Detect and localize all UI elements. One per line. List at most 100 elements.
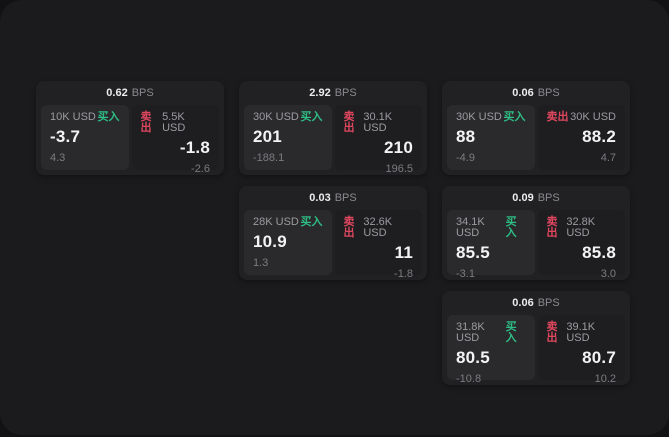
bps-unit-label: BPS: [334, 191, 357, 204]
buy-panel-header: 30K USD 买入: [456, 112, 526, 123]
buy-panel[interactable]: 28K USD 买入 10.9 1.3: [244, 210, 332, 275]
sell-side-label: 卖出: [140, 111, 152, 134]
sell-panel[interactable]: 卖出 5.5K USD -1.8 -2.6: [131, 105, 219, 174]
sell-panel[interactable]: 卖出 30.1K USD 210 196.5: [334, 105, 422, 174]
quote-card-body: 10K USD 买入 -3.7 4.3 卖出 5.5K USD -1.8 -2.…: [36, 105, 224, 174]
buy-price: 80.5: [456, 348, 490, 367]
sell-panel-header: 卖出 30.1K USD: [344, 112, 414, 134]
buy-panel[interactable]: 30K USD 买入 88 -4.9: [447, 105, 535, 170]
sell-sub-value: 10.2: [594, 372, 616, 385]
quote-card-body: 30K USD 买入 201 -188.1 卖出 30.1K USD 210 1…: [239, 105, 427, 174]
quote-card: 0.62 BPS 10K USD 买入 -3.7 4.3 卖出 5.5K USD…: [36, 81, 224, 175]
buy-panel[interactable]: 34.1K USD 买入 85.5 -3.1: [447, 210, 535, 279]
sell-notional: 30K USD: [570, 111, 616, 123]
buy-panel-header: 10K USD 买入: [50, 112, 120, 123]
sell-side-label: 卖出: [546, 111, 569, 123]
buy-notional: 28K USD: [253, 216, 299, 228]
quote-card-body: 31.8K USD 买入 80.5 -10.8 卖出 39.1K USD 80.…: [442, 315, 630, 384]
quote-card: 0.06 BPS 30K USD 买入 88 -4.9 卖出 30K USD 8…: [442, 81, 630, 175]
sell-sub-value: 4.7: [600, 151, 616, 164]
sell-price: 85.8: [582, 243, 616, 262]
quote-card-body: 28K USD 买入 10.9 1.3 卖出 32.6K USD 11 -1.8: [239, 210, 427, 279]
sell-notional: 5.5K USD: [162, 111, 186, 134]
sell-notional: 32.6K USD: [363, 216, 393, 239]
sell-price: -1.8: [179, 138, 210, 157]
bps-value: 2.92: [309, 86, 331, 99]
sell-panel[interactable]: 卖出 30K USD 88.2 4.7: [537, 105, 625, 170]
buy-sub-value: -3.1: [456, 267, 475, 280]
bps-header: 2.92 BPS: [239, 81, 427, 105]
sell-sub-value: -2.6: [191, 162, 210, 175]
sell-price: 80.7: [582, 348, 616, 367]
quote-card: 2.92 BPS 30K USD 买入 201 -188.1 卖出 30.1K …: [239, 81, 427, 175]
quote-card: 0.09 BPS 34.1K USD 买入 85.5 -3.1 卖出 32.8K…: [442, 186, 630, 280]
buy-price: 10.9: [253, 232, 287, 251]
quote-card-body: 34.1K USD 买入 85.5 -3.1 卖出 32.8K USD 85.8…: [442, 210, 630, 279]
buy-price: 85.5: [456, 243, 490, 262]
sell-side-label: 卖出: [546, 216, 558, 239]
buy-sub-value: 4.3: [50, 151, 66, 164]
bps-value: 0.03: [309, 191, 331, 204]
sell-panel[interactable]: 卖出 32.6K USD 11 -1.8: [334, 210, 422, 279]
buy-sub-value: -188.1: [253, 151, 285, 164]
buy-panel-header: 31.8K USD 买入: [456, 322, 526, 344]
buy-side-label: 买入: [97, 111, 120, 123]
bps-header: 0.09 BPS: [442, 186, 630, 210]
sell-price: 210: [384, 138, 413, 157]
buy-panel[interactable]: 31.8K USD 买入 80.5 -10.8: [447, 315, 535, 384]
sell-sub-value: 196.5: [385, 162, 413, 175]
buy-notional: 34.1K USD: [456, 216, 485, 239]
buy-side-label: 买入: [300, 216, 323, 228]
sell-notional: 30.1K USD: [363, 111, 393, 134]
bps-unit-label: BPS: [537, 86, 560, 99]
buy-price: -3.7: [50, 127, 81, 146]
bps-unit-label: BPS: [537, 191, 560, 204]
sell-sub-value: -1.8: [394, 267, 413, 280]
quote-card: 0.06 BPS 31.8K USD 买入 80.5 -10.8 卖出 39.1…: [442, 291, 630, 385]
quote-card: 0.03 BPS 28K USD 买入 10.9 1.3 卖出 32.6K US…: [239, 186, 427, 280]
buy-panel-header: 34.1K USD 买入: [456, 217, 526, 239]
bps-header: 0.06 BPS: [442, 81, 630, 105]
buy-sub-value: 1.3: [253, 256, 269, 269]
buy-sub-value: -4.9: [456, 151, 475, 164]
buy-price: 201: [253, 127, 282, 146]
buy-panel[interactable]: 30K USD 买入 201 -188.1: [244, 105, 332, 170]
bps-unit-label: BPS: [131, 86, 154, 99]
bps-value: 0.62: [106, 86, 128, 99]
buy-notional: 30K USD: [456, 111, 502, 123]
buy-side-label: 买入: [505, 321, 517, 344]
buy-panel-header: 28K USD 买入: [253, 217, 323, 228]
buy-price: 88: [456, 127, 476, 146]
bps-value: 0.06: [512, 296, 534, 309]
buy-side-label: 买入: [503, 111, 526, 123]
sell-panel-header: 卖出 39.1K USD: [547, 322, 617, 344]
sell-price: 88.2: [582, 127, 616, 146]
sell-side-label: 卖出: [546, 321, 558, 344]
buy-panel[interactable]: 10K USD 买入 -3.7 4.3: [41, 105, 129, 170]
sell-price: 11: [394, 243, 413, 262]
sell-side-label: 卖出: [343, 216, 355, 239]
bps-unit-label: BPS: [537, 296, 560, 309]
sell-panel[interactable]: 卖出 32.8K USD 85.8 3.0: [537, 210, 625, 279]
buy-side-label: 买入: [300, 111, 323, 123]
buy-notional: 30K USD: [253, 111, 299, 123]
bps-header: 0.06 BPS: [442, 291, 630, 315]
buy-panel-header: 30K USD 买入: [253, 112, 323, 123]
bps-unit-label: BPS: [334, 86, 357, 99]
sell-panel-header: 卖出 32.8K USD: [547, 217, 617, 239]
quote-card-body: 30K USD 买入 88 -4.9 卖出 30K USD 88.2 4.7: [442, 105, 630, 170]
buy-sub-value: -10.8: [456, 372, 482, 385]
bps-header: 0.62 BPS: [36, 81, 224, 105]
sell-panel[interactable]: 卖出 39.1K USD 80.7 10.2: [537, 315, 625, 384]
sell-panel-header: 卖出 5.5K USD: [141, 112, 211, 134]
sell-panel-header: 卖出 32.6K USD: [344, 217, 414, 239]
bps-value: 0.09: [512, 191, 534, 204]
bps-value: 0.06: [512, 86, 534, 99]
sell-notional: 32.8K USD: [566, 216, 596, 239]
sell-notional: 39.1K USD: [566, 321, 596, 344]
sell-sub-value: 3.0: [600, 267, 616, 280]
sell-panel-header: 卖出 30K USD: [547, 112, 617, 123]
bps-header: 0.03 BPS: [239, 186, 427, 210]
buy-side-label: 买入: [505, 216, 517, 239]
